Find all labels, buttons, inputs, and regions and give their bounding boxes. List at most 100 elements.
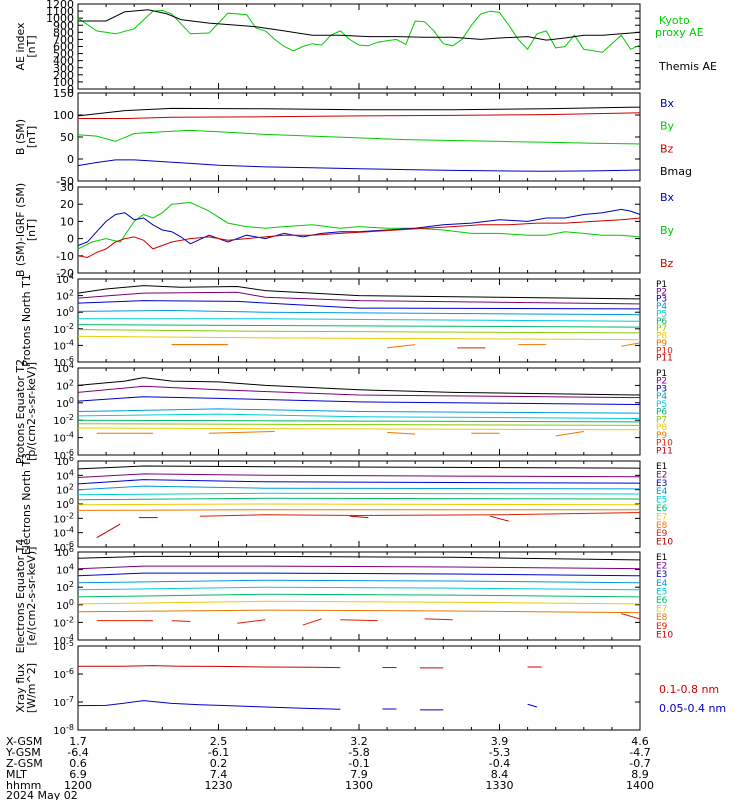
footer-value: 2.5: [210, 735, 228, 748]
series-line-P4: [77, 408, 641, 414]
series-line-P6: [77, 419, 641, 423]
y-tick-label: 300: [53, 62, 74, 75]
footer-value: 7.4: [210, 768, 228, 781]
channel-label: E2: [656, 470, 667, 480]
footer-row-label: X-GSM: [6, 735, 42, 748]
footer-value: -5.8: [348, 746, 369, 759]
y-tick-label: -50: [56, 175, 74, 188]
series-segment-P9: [555, 431, 584, 437]
footer-value: 0.2: [210, 757, 228, 770]
channel-label: E6: [656, 504, 668, 514]
series-line-E4: [77, 579, 641, 584]
y-tick-label: 100: [56, 396, 74, 410]
series-segment-E9: [171, 620, 191, 623]
channel-label: P6: [656, 408, 667, 418]
series-line-Bx: [77, 208, 641, 246]
y-tick-label: 102: [56, 483, 74, 497]
series-line-E4: [77, 485, 641, 491]
y-axis-label: [nT]: [25, 35, 38, 57]
legend-entry: Themis AE: [658, 60, 717, 73]
legend-entry: 0.05-0.4 nm: [659, 702, 726, 715]
legend-entry: Bx: [660, 191, 675, 204]
channel-label: E7: [656, 605, 667, 615]
y-tick-label: 600: [53, 41, 74, 54]
series-segment-P9: [387, 431, 416, 435]
panel-3: -20 -10 0 10 20 30 B (SM)-IGRF (SM)[nT] Bx By Bz: [14, 181, 675, 280]
y-tick-label: 100: [53, 109, 74, 122]
channel-label: E7: [656, 512, 667, 522]
series-line-E3: [77, 479, 641, 485]
y-tick-label: 104: [56, 468, 74, 482]
series-line-E1: [77, 465, 641, 470]
footer-value: 6.9: [69, 768, 87, 781]
footer-value: -6.4: [67, 746, 88, 759]
channel-label: P7: [656, 415, 667, 425]
footer-value: 1230: [205, 779, 233, 792]
channel-label: E3: [656, 479, 667, 489]
series-segment-E10: [349, 515, 369, 519]
series-line-E5: [77, 586, 641, 591]
series-line-E7: [77, 600, 641, 605]
y-tick-label: 1000: [46, 12, 74, 25]
series-line-Bmag: [77, 106, 641, 117]
footer-value: 8.4: [491, 768, 509, 781]
y-tick-label: 900: [53, 19, 74, 32]
y-tick-label: 10-4: [53, 526, 74, 540]
y-tick-label: 10-2: [53, 511, 74, 525]
series-segment-E9: [340, 619, 378, 622]
y-tick-label: 104: [56, 563, 74, 577]
series-line-E6: [77, 497, 641, 501]
date-label: 2024 May 02: [6, 789, 78, 800]
y-tick-label: 10-2: [53, 413, 74, 427]
y-tick-label: 10-4: [53, 431, 74, 445]
footer-value: 8.9: [631, 768, 649, 781]
legend-entry: By: [660, 224, 675, 237]
series-line-By: [77, 129, 641, 145]
y-tick-label: 10-2: [53, 322, 74, 336]
series-segment-E9: [424, 618, 453, 621]
footer-value: 1300: [345, 779, 373, 792]
y-tick-label: 0: [67, 153, 74, 166]
series-line-P3: [77, 396, 641, 405]
y-tick-label: 10-2: [53, 615, 74, 629]
channel-label: E10: [656, 538, 673, 548]
y-tick-label: 100: [56, 497, 74, 511]
y-tick-label: 106: [56, 454, 74, 468]
series-line-P2: [77, 385, 641, 399]
y-axis-label: [nT]: [25, 219, 38, 241]
series-segment-E10: [490, 515, 509, 522]
channel-label: P3: [656, 295, 667, 305]
series-segment-P9: [387, 344, 416, 349]
channel-label: P2: [656, 377, 667, 387]
y-axis-label: [e/(cm2-s-sr-keV)]: [25, 547, 38, 646]
series-line-Bx: [77, 159, 641, 172]
legend-entry: Kyoto: [659, 14, 690, 27]
y-axis-label: Protons Equator T2: [14, 359, 27, 464]
y-tick-label: 0: [67, 233, 74, 246]
y-axis-label: AE index: [14, 22, 27, 71]
series-line-0.05-0.4 nm: [77, 700, 341, 710]
channel-label: E3: [656, 570, 667, 580]
series-line-P8: [77, 427, 641, 431]
series-line-E6: [77, 593, 641, 598]
series-line-0.1-0.8 nm: [78, 665, 341, 669]
footer-row-label: Z-GSM: [6, 757, 43, 770]
channel-label: E4: [656, 579, 668, 589]
series-segment-E9: [302, 618, 322, 626]
footer-row-label: Y-GSM: [5, 746, 41, 759]
y-tick-label: 106: [56, 545, 74, 559]
y-tick-label: 150: [53, 87, 74, 100]
series-line-P5: [78, 318, 641, 322]
series-line-P7: [77, 329, 641, 334]
series-line-P5: [77, 413, 641, 419]
channel-label: P1: [656, 280, 667, 290]
y-tick-label: 500: [53, 48, 74, 61]
footer-value: 1400: [626, 779, 654, 792]
y-tick-label: 102: [56, 289, 74, 303]
series-line-P1: [77, 285, 641, 300]
legend-entry: Bz: [660, 257, 674, 270]
footer-value: -0.4: [489, 757, 510, 770]
footer-value: -4.7: [629, 746, 650, 759]
